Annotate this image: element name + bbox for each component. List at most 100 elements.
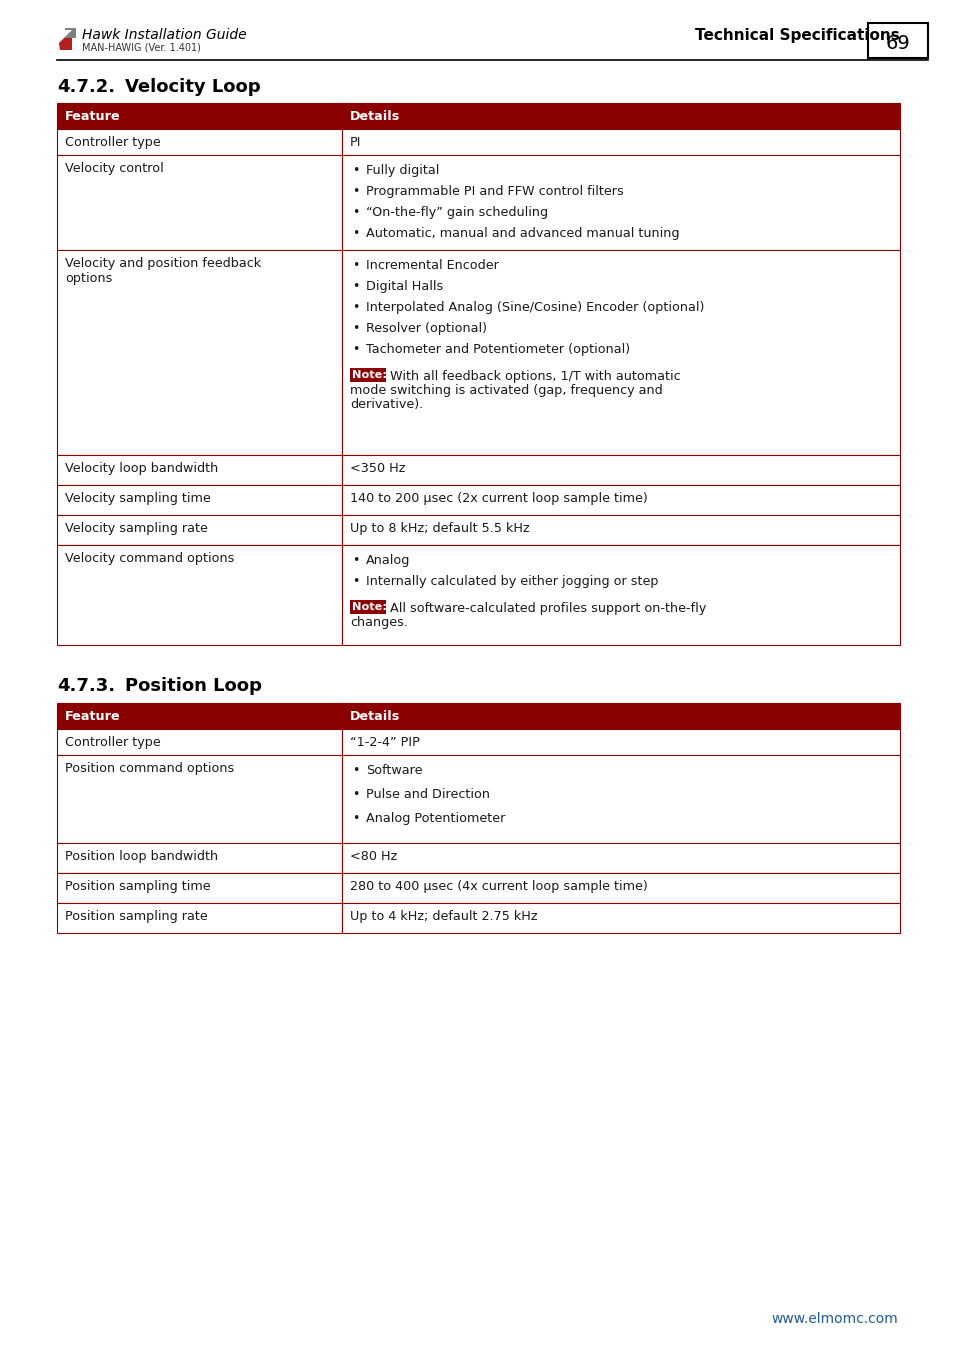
- Text: “On-the-fly” gain scheduling: “On-the-fly” gain scheduling: [366, 207, 548, 219]
- Text: Software: Software: [366, 764, 422, 778]
- Bar: [867, 23, 927, 58]
- Text: •: •: [352, 811, 359, 825]
- Text: MAN-HAWIG (Ver. 1.401): MAN-HAWIG (Ver. 1.401): [82, 42, 201, 53]
- Text: Analog Potentiometer: Analog Potentiometer: [366, 811, 505, 825]
- Text: Velocity sampling rate: Velocity sampling rate: [65, 522, 208, 535]
- Bar: [341, 250, 899, 455]
- Bar: [341, 903, 899, 933]
- Text: Automatic, manual and advanced manual tuning: Automatic, manual and advanced manual tu…: [366, 227, 679, 240]
- Text: Controller type: Controller type: [65, 136, 161, 148]
- Bar: [57, 545, 341, 645]
- Text: •: •: [352, 764, 359, 778]
- Text: Digital Halls: Digital Halls: [366, 279, 443, 293]
- Bar: [341, 155, 899, 250]
- Text: 69: 69: [884, 34, 909, 53]
- Bar: [57, 130, 341, 155]
- Text: •: •: [352, 185, 359, 198]
- Bar: [350, 369, 386, 382]
- Text: Position Loop: Position Loop: [125, 676, 262, 695]
- Bar: [57, 755, 341, 842]
- Text: Position sampling time: Position sampling time: [65, 880, 211, 892]
- Text: <350 Hz: <350 Hz: [350, 462, 405, 475]
- Text: Velocity sampling time: Velocity sampling time: [65, 491, 211, 505]
- Bar: [57, 455, 341, 485]
- Text: Technical Specifications: Technical Specifications: [695, 28, 899, 43]
- Text: Velocity and position feedback
options: Velocity and position feedback options: [65, 256, 261, 285]
- Text: Programmable PI and FFW control filters: Programmable PI and FFW control filters: [366, 185, 623, 198]
- Text: Controller type: Controller type: [65, 736, 161, 749]
- Text: •: •: [352, 279, 359, 293]
- Text: Position loop bandwidth: Position loop bandwidth: [65, 850, 218, 863]
- Text: •: •: [352, 301, 359, 315]
- Bar: [57, 873, 341, 903]
- Polygon shape: [57, 30, 71, 50]
- Text: PI: PI: [350, 136, 361, 148]
- Text: •: •: [352, 163, 359, 177]
- Text: Feature: Feature: [65, 109, 120, 123]
- Text: Pulse and Direction: Pulse and Direction: [366, 788, 490, 801]
- Text: Hawk Installation Guide: Hawk Installation Guide: [82, 28, 247, 42]
- Text: •: •: [352, 323, 359, 335]
- Bar: [341, 455, 899, 485]
- Bar: [341, 873, 899, 903]
- Text: •: •: [352, 788, 359, 801]
- Bar: [57, 485, 341, 514]
- Text: Details: Details: [350, 710, 400, 724]
- Text: Up to 8 kHz; default 5.5 kHz: Up to 8 kHz; default 5.5 kHz: [350, 522, 529, 535]
- Text: •: •: [352, 575, 359, 589]
- Bar: [57, 514, 341, 545]
- Text: 4.7.3.: 4.7.3.: [57, 676, 115, 695]
- Text: Interpolated Analog (Sine/Cosine) Encoder (optional): Interpolated Analog (Sine/Cosine) Encode…: [366, 301, 703, 315]
- Text: Feature: Feature: [65, 710, 120, 724]
- Text: Position command options: Position command options: [65, 761, 234, 775]
- Text: Velocity Loop: Velocity Loop: [125, 78, 260, 96]
- Text: derivative).: derivative).: [350, 398, 423, 410]
- Bar: [341, 103, 899, 130]
- Text: changes.: changes.: [350, 616, 408, 629]
- Text: 4.7.2.: 4.7.2.: [57, 78, 115, 96]
- Text: 140 to 200 μsec (2x current loop sample time): 140 to 200 μsec (2x current loop sample …: [350, 491, 647, 505]
- Text: Details: Details: [350, 109, 400, 123]
- Text: Internally calculated by either jogging or step: Internally calculated by either jogging …: [366, 575, 658, 589]
- Text: Position sampling rate: Position sampling rate: [65, 910, 208, 923]
- Text: “1-2-4” PIP: “1-2-4” PIP: [350, 736, 419, 749]
- Bar: [350, 599, 386, 614]
- Bar: [57, 103, 341, 130]
- Text: 280 to 400 μsec (4x current loop sample time): 280 to 400 μsec (4x current loop sample …: [350, 880, 647, 892]
- Bar: [341, 703, 899, 729]
- Bar: [341, 514, 899, 545]
- Text: Fully digital: Fully digital: [366, 163, 439, 177]
- Bar: [57, 903, 341, 933]
- Text: <80 Hz: <80 Hz: [350, 850, 396, 863]
- Text: •: •: [352, 207, 359, 219]
- Bar: [341, 842, 899, 873]
- Bar: [341, 729, 899, 755]
- Text: Analog: Analog: [366, 554, 410, 567]
- Polygon shape: [57, 30, 71, 45]
- Text: Incremental Encoder: Incremental Encoder: [366, 259, 498, 271]
- Text: •: •: [352, 554, 359, 567]
- Text: Tachometer and Potentiometer (optional): Tachometer and Potentiometer (optional): [366, 343, 630, 356]
- Bar: [57, 703, 341, 729]
- Text: Resolver (optional): Resolver (optional): [366, 323, 486, 335]
- Text: Up to 4 kHz; default 2.75 kHz: Up to 4 kHz; default 2.75 kHz: [350, 910, 537, 923]
- Text: With all feedback options, 1/T with automatic: With all feedback options, 1/T with auto…: [390, 370, 679, 383]
- Text: Note:: Note:: [352, 602, 387, 612]
- Text: •: •: [352, 259, 359, 271]
- Bar: [57, 155, 341, 250]
- Bar: [341, 755, 899, 842]
- Text: Velocity control: Velocity control: [65, 162, 164, 176]
- Polygon shape: [65, 28, 76, 38]
- Text: Velocity command options: Velocity command options: [65, 552, 234, 566]
- Bar: [341, 130, 899, 155]
- Text: All software-calculated profiles support on-the-fly: All software-calculated profiles support…: [390, 602, 705, 616]
- Text: Velocity loop bandwidth: Velocity loop bandwidth: [65, 462, 218, 475]
- Bar: [57, 250, 341, 455]
- Text: Note:: Note:: [352, 370, 387, 379]
- Bar: [57, 842, 341, 873]
- Text: www.elmomc.com: www.elmomc.com: [770, 1312, 897, 1326]
- Bar: [341, 485, 899, 514]
- Text: mode switching is activated (gap, frequency and: mode switching is activated (gap, freque…: [350, 383, 662, 397]
- Bar: [341, 545, 899, 645]
- Text: •: •: [352, 227, 359, 240]
